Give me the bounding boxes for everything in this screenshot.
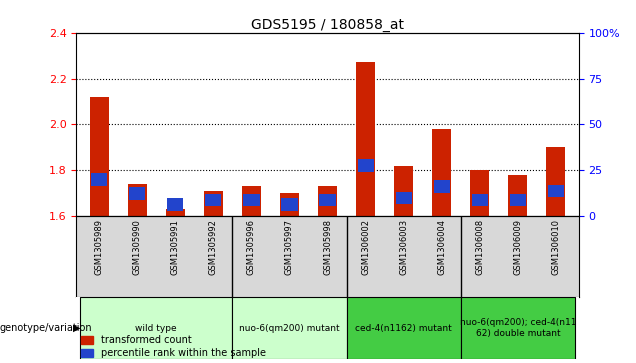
Bar [91,173,107,186]
Bar [460,297,575,359]
Bar [357,159,374,172]
Text: nuo-6(qm200) mutant: nuo-6(qm200) mutant [239,324,340,333]
Bar [396,192,411,204]
Text: nuo-6(qm200); ced-4(n11
62) double mutant: nuo-6(qm200); ced-4(n11 62) double mutan… [460,318,576,338]
Bar [129,187,145,200]
Text: GSM1305989: GSM1305989 [95,219,104,275]
Bar [244,194,259,207]
Text: GSM1306003: GSM1306003 [399,219,408,275]
Text: wild type: wild type [135,324,177,333]
Bar [548,185,564,197]
Bar [90,97,109,216]
Bar [319,194,336,207]
Bar [242,186,261,216]
Text: GSM1305996: GSM1305996 [247,219,256,275]
Text: GSM1305991: GSM1305991 [171,219,180,274]
Bar [546,147,565,216]
Bar [166,209,185,216]
Text: genotype/variation: genotype/variation [0,323,93,333]
Bar [347,297,460,359]
Bar [167,199,183,211]
Text: ▶: ▶ [73,323,81,333]
Bar [394,166,413,216]
Bar [434,180,450,193]
Bar [205,194,221,207]
Bar [232,297,347,359]
Bar [510,194,526,207]
Text: GSM1305998: GSM1305998 [323,219,332,275]
Text: GSM1305992: GSM1305992 [209,219,218,274]
Text: GSM1306004: GSM1306004 [437,219,446,275]
Text: GSM1306009: GSM1306009 [513,219,522,275]
Text: GSM1306008: GSM1306008 [475,219,484,275]
Bar [356,62,375,216]
Text: GSM1306010: GSM1306010 [551,219,560,275]
Bar [470,170,489,216]
Text: GSM1305997: GSM1305997 [285,219,294,275]
Bar [472,194,488,207]
Text: ced-4(n1162) mutant: ced-4(n1162) mutant [356,324,452,333]
Text: GSM1305990: GSM1305990 [133,219,142,274]
Bar [508,175,527,216]
Title: GDS5195 / 180858_at: GDS5195 / 180858_at [251,18,404,32]
Bar [432,129,452,216]
Bar [80,297,232,359]
Bar [318,186,337,216]
Bar [204,191,223,216]
Legend: transformed count, percentile rank within the sample: transformed count, percentile rank withi… [81,335,266,358]
Bar [128,184,147,216]
Bar [280,193,299,216]
Bar [281,199,298,211]
Text: GSM1306002: GSM1306002 [361,219,370,275]
